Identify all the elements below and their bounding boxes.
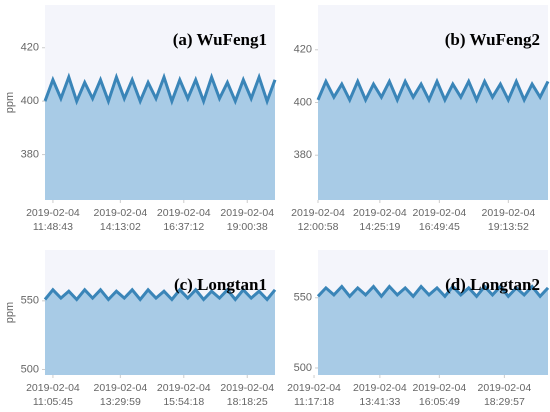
x-tick-label: 2019-02-04 15:54:18 bbox=[156, 382, 211, 408]
x-tick-label: 2019-02-04 18:18:25 bbox=[220, 382, 275, 408]
y-tick-label: 550 bbox=[294, 292, 312, 304]
line bbox=[316, 284, 550, 299]
x-tick-label: 2019-02-04 11:48:43 bbox=[26, 207, 80, 233]
x-tick-label: 2019-02-04 18:29:57 bbox=[477, 382, 532, 408]
line bbox=[43, 287, 277, 302]
x-tick-label: 2019-02-04 11:05:45 bbox=[26, 382, 80, 408]
y-tick-label: 400 bbox=[294, 96, 312, 108]
panel-title: (d) Longtan2 bbox=[445, 275, 540, 294]
y-tick-label: 500 bbox=[21, 363, 39, 375]
y-tick-label: 380 bbox=[21, 148, 39, 160]
y-tick-label: 550 bbox=[21, 295, 39, 307]
area bbox=[318, 286, 548, 375]
x-tick-label: 2019-02-04 16:37:12 bbox=[156, 207, 211, 233]
x-tick-label: 2019-02-04 16:05:49 bbox=[412, 382, 467, 408]
y-tick-label: 420 bbox=[294, 44, 312, 56]
x-tick-label: 2019-02-04 16:49:45 bbox=[412, 207, 467, 233]
y-tick-label: 500 bbox=[294, 362, 312, 374]
x-tick-label: 2019-02-04 12:00:58 bbox=[291, 207, 345, 233]
x-tick-label: 2019-02-04 11:17:18 bbox=[287, 382, 341, 408]
y-tick-label: 380 bbox=[294, 149, 312, 161]
panel-title: (a) WuFeng1 bbox=[173, 30, 267, 49]
x-tick-label: 2019-02-04 13:29:59 bbox=[93, 382, 148, 408]
x-tick-label: 2019-02-04 19:13:52 bbox=[481, 207, 536, 233]
x-tick-label: 2019-02-04 13:41:33 bbox=[353, 382, 407, 408]
y-tick-label: 420 bbox=[21, 42, 39, 54]
y-tick-label: 400 bbox=[21, 95, 39, 107]
x-tick-label: 2019-02-04 19:00:38 bbox=[220, 207, 275, 233]
panel-title: (b) WuFeng2 bbox=[445, 30, 540, 49]
line bbox=[43, 72, 277, 106]
area bbox=[45, 77, 275, 200]
area bbox=[45, 289, 275, 375]
area bbox=[318, 81, 548, 200]
panel-title: (c) Longtan1 bbox=[174, 275, 267, 294]
y-axis-label: ppm bbox=[4, 302, 16, 323]
x-tick-label: 2019-02-04 14:13:02 bbox=[93, 207, 148, 233]
x-tick-label: 2019-02-04 14:25:19 bbox=[353, 207, 407, 233]
y-axis-label: ppm bbox=[4, 92, 16, 113]
line bbox=[316, 77, 550, 104]
